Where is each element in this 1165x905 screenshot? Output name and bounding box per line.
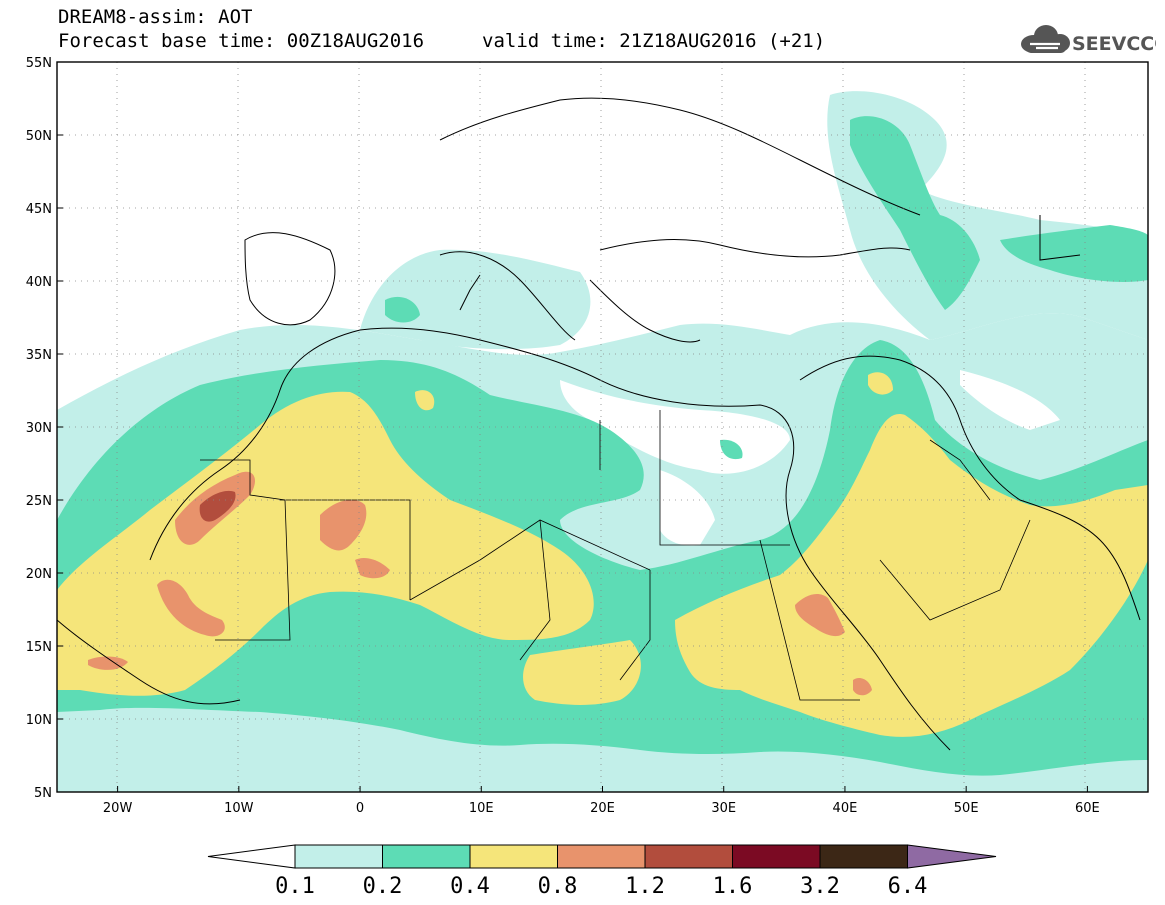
colorbar-label: 0.4 [450, 874, 490, 899]
colorbar-labels: 0.1 0.2 0.4 0.8 1.2 1.6 3.2 6.4 [275, 874, 927, 899]
colorbar-arrow-low [207, 844, 296, 869]
logo-text: SEEVCCC [1072, 33, 1156, 55]
lon-label-10W: 10W [224, 801, 254, 816]
lat-label-25N: 25N [26, 494, 52, 509]
colorbar-swatch [294, 844, 383, 869]
colorbar-swatch [732, 844, 821, 869]
country-borders [200, 410, 1031, 701]
seevccc-logo: SEEVCCC [1016, 22, 1165, 58]
aot-contours [57, 91, 1148, 792]
lat-label-15N: 15N [26, 640, 52, 655]
colorbar-arrow-high [907, 844, 997, 869]
lon-label-0: 0 [356, 801, 364, 816]
lat-label-45N: 45N [26, 202, 52, 217]
lon-label-30E: 30E [711, 801, 736, 816]
colorbar-swatch [819, 844, 908, 869]
lat-label-55N: 55N [26, 56, 52, 71]
lat-label-50N: 50N [26, 129, 52, 144]
latitude-labels: 55N 50N 45N 40N 35N 30N 25N 20N 15N 10N 5N [26, 56, 63, 801]
colorbar-label: 0.1 [275, 874, 315, 899]
lat-label-30N: 30N [26, 421, 52, 436]
longitude-labels: 20W 10W 0 10E 20E 30E 40E 50E 60E [103, 786, 1100, 816]
colorbar-swatch [382, 844, 471, 869]
lon-label-60E: 60E [1075, 801, 1100, 816]
lon-label-20W: 20W [103, 801, 133, 816]
aot-colorbar [207, 844, 997, 869]
lon-label-10E: 10E [469, 801, 494, 816]
colorbar-label: 6.4 [888, 874, 928, 899]
aot-level-1.2 [199, 490, 236, 522]
colorbar-label: 0.8 [538, 874, 578, 899]
lon-label-20E: 20E [590, 801, 615, 816]
colorbar-label: 3.2 [800, 874, 840, 899]
lat-label-35N: 35N [26, 348, 52, 363]
lat-label-20N: 20N [26, 567, 52, 582]
lat-label-5N: 5N [34, 786, 52, 801]
colorbar-label: 1.2 [625, 874, 665, 899]
lon-label-50E: 50E [954, 801, 979, 816]
colorbar-swatch [644, 844, 733, 869]
colorbar-label: 0.2 [363, 874, 403, 899]
forecast-base-time: Forecast base time: 00Z18AUG2016 [58, 30, 425, 52]
colorbar-swatch [469, 844, 558, 869]
valid-time: valid time: 21Z18AUG2016 (+21) [482, 30, 826, 52]
map-title: DREAM8-assim: AOT [58, 6, 253, 28]
coastlines [57, 97, 1141, 751]
colorbar-swatch [557, 844, 646, 869]
lon-label-40E: 40E [833, 801, 858, 816]
colorbar-label: 1.6 [713, 874, 753, 899]
lat-label-10N: 10N [26, 713, 52, 728]
lat-label-40N: 40N [26, 275, 52, 290]
